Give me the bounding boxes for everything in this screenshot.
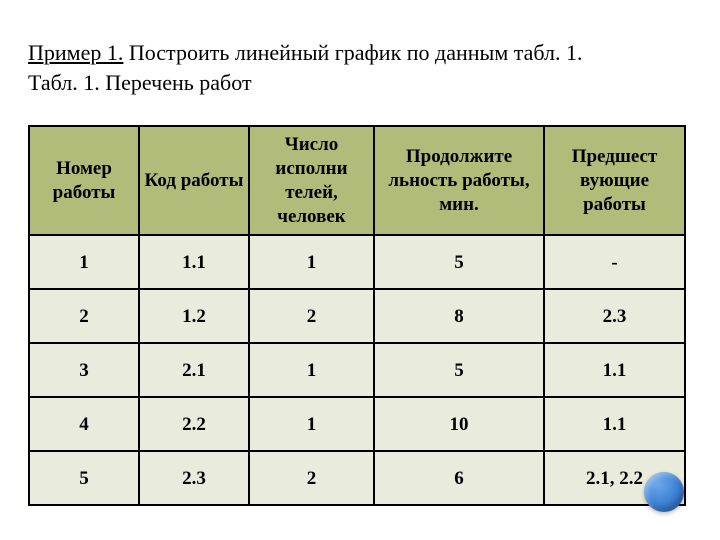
work-table: Номер работы Код работы Число исполни те…	[28, 125, 686, 506]
col-header-code: Код работы	[139, 126, 249, 235]
cell-people: 2	[249, 289, 374, 343]
cell-number: 5	[29, 451, 139, 505]
col-header-number: Номер работы	[29, 126, 139, 235]
slide: Пример 1. Построить линейный график по д…	[0, 0, 720, 540]
cell-duration: 10	[374, 397, 544, 451]
cell-preced: 1.1	[544, 343, 685, 397]
cell-number: 4	[29, 397, 139, 451]
table-row: 2 1.2 2 8 2.3	[29, 289, 685, 343]
cell-preced: 2.3	[544, 289, 685, 343]
title-rest: Построить линейный график по данным табл…	[123, 40, 582, 65]
cell-people: 1	[249, 397, 374, 451]
cell-preced: -	[544, 235, 685, 289]
table-row: 1 1.1 1 5 -	[29, 235, 685, 289]
cell-code: 1.2	[139, 289, 249, 343]
table-row: 4 2.2 1 10 1.1	[29, 397, 685, 451]
cell-code: 2.1	[139, 343, 249, 397]
title-lead: Пример 1.	[28, 40, 123, 65]
cell-people: 2	[249, 451, 374, 505]
cell-duration: 5	[374, 235, 544, 289]
col-header-preced: Предшест вующие работы	[544, 126, 685, 235]
title-block: Пример 1. Построить линейный график по д…	[28, 38, 692, 97]
cell-preced: 1.1	[544, 397, 685, 451]
title-line-1: Пример 1. Построить линейный график по д…	[28, 38, 692, 68]
col-header-duration: Продолжите льность работы, мин.	[374, 126, 544, 235]
cell-code: 1.1	[139, 235, 249, 289]
cell-number: 1	[29, 235, 139, 289]
cell-people: 1	[249, 235, 374, 289]
cell-number: 3	[29, 343, 139, 397]
cell-code: 2.3	[139, 451, 249, 505]
title-subtitle: Табл. 1. Перечень работ	[28, 68, 692, 98]
table-header-row: Номер работы Код работы Число исполни те…	[29, 126, 685, 235]
cell-duration: 8	[374, 289, 544, 343]
col-header-people: Число исполни телей, человек	[249, 126, 374, 235]
cell-number: 2	[29, 289, 139, 343]
cell-duration: 6	[374, 451, 544, 505]
cell-people: 1	[249, 343, 374, 397]
table-row: 5 2.3 2 6 2.1, 2.2	[29, 451, 685, 505]
cell-code: 2.2	[139, 397, 249, 451]
table-row: 3 2.1 1 5 1.1	[29, 343, 685, 397]
cell-duration: 5	[374, 343, 544, 397]
decorative-sphere-icon	[644, 472, 684, 512]
